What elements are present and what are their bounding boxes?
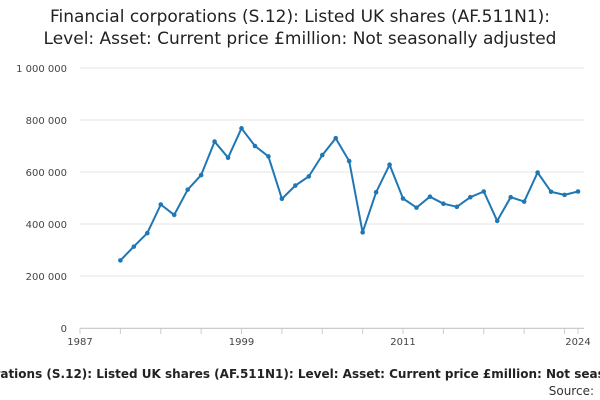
- data-point: [441, 201, 446, 207]
- data-point: [306, 174, 312, 179]
- data-point: [535, 170, 540, 175]
- data-point: [185, 187, 190, 192]
- line-chart: 0 200 000 400 000 600 000 800 000 1 000 000 19…: [16, 64, 591, 348]
- data-point: [131, 244, 137, 249]
- y-tick-label: 0: [61, 324, 67, 335]
- data-point: [319, 152, 325, 158]
- chart-footer: Financial corporations (S.12): Listed UK…: [0, 366, 600, 400]
- data-point: [212, 139, 217, 144]
- data-point: [387, 162, 392, 168]
- chart-title-line-2: Level: Asset: Current price £million: No…: [43, 29, 557, 49]
- y-tick-label: 400 000: [26, 220, 67, 231]
- data-point: [266, 154, 271, 159]
- data-point: [171, 212, 177, 218]
- data-point: [239, 126, 244, 131]
- x-tick-label: 1999: [229, 337, 254, 348]
- data-point: [144, 230, 150, 236]
- data-point: [252, 143, 258, 149]
- data-point: [293, 183, 298, 188]
- data-point: [454, 204, 460, 210]
- data-point: [494, 218, 500, 224]
- data-point: [333, 135, 339, 141]
- x-tick-label: 2011: [390, 337, 415, 348]
- data-point: [562, 192, 567, 198]
- series-line: [119, 127, 579, 262]
- y-tick-label: 800 000: [26, 116, 67, 127]
- chart-title-line-1: Financial corporations (S.12): Listed UK…: [49, 7, 551, 27]
- source-label: Source:: [548, 384, 594, 398]
- data-point: [508, 194, 514, 200]
- data-point: [468, 194, 473, 200]
- legend-label: Financial corporations (S.12): Listed UK…: [0, 367, 600, 381]
- data-point: [279, 196, 285, 202]
- x-tick-label: 1987: [67, 337, 92, 348]
- data-point: [427, 194, 433, 199]
- data-point: [400, 196, 406, 201]
- data-point: [548, 189, 554, 195]
- y-tick-label: 1 000 000: [16, 64, 67, 75]
- chart-title: Financial corporations (S.12): Listed UK…: [0, 6, 600, 50]
- data-point: [481, 189, 487, 194]
- data-point: [575, 189, 581, 194]
- y-tick-label: 200 000: [26, 272, 67, 283]
- x-tick-label: 2024: [565, 337, 590, 348]
- data-point: [118, 258, 123, 263]
- data-point: [414, 205, 419, 210]
- y-tick-label: 600 000: [26, 168, 67, 179]
- data-point: [521, 199, 527, 204]
- data-point: [225, 155, 231, 160]
- data-point: [360, 230, 365, 235]
- data-point: [346, 158, 352, 164]
- data-point: [373, 189, 379, 195]
- data-point: [158, 202, 164, 207]
- data-point: [198, 172, 204, 178]
